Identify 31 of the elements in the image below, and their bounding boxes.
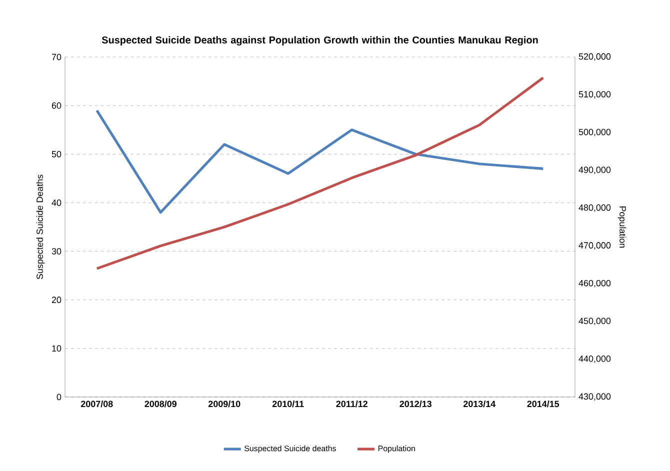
y2-tick-label: 440,000 bbox=[578, 356, 611, 363]
chart-title: Suspected Suicide Deaths against Population Growth within the Counties Manukau Region bbox=[102, 36, 538, 46]
y2-tick-label: 490,000 bbox=[578, 166, 611, 174]
y-tick-label: 70 bbox=[52, 54, 62, 60]
y-tick-label: 10 bbox=[52, 345, 62, 352]
y-axis-title: Suspected Suicide Deaths bbox=[36, 174, 45, 280]
y-tick-label: 40 bbox=[52, 200, 62, 206]
y-tick-label: 50 bbox=[52, 150, 62, 158]
x-tick-label: 2011/12 bbox=[336, 400, 368, 408]
y2-tick-label: 460,000 bbox=[578, 280, 611, 288]
y2-tick-label: 470,000 bbox=[578, 242, 611, 250]
x-tick-label: 2009/10 bbox=[208, 400, 240, 408]
line-series bbox=[96, 109, 544, 214]
y2-tick-label: 510,000 bbox=[578, 91, 611, 98]
y-tick-label: 0 bbox=[56, 394, 62, 400]
x-tick-label: 2012/13 bbox=[400, 400, 432, 408]
x-tick-label: 2007/08 bbox=[80, 400, 113, 408]
x-tick-label: 2014/15 bbox=[527, 400, 560, 408]
y2-tick-label: 480,000 bbox=[578, 204, 611, 212]
x-tick-label: 2013/14 bbox=[463, 400, 496, 408]
y-tick-label: 30 bbox=[52, 248, 62, 254]
y2-tick-label: 450,000 bbox=[578, 318, 611, 326]
y2-tick-label: 500,000 bbox=[578, 128, 611, 136]
y-tick-label: 60 bbox=[52, 102, 62, 109]
x-tick-label: 2010/11 bbox=[272, 400, 304, 408]
x-tick-label: 2008/09 bbox=[144, 400, 176, 408]
y2-axis-title: Population bbox=[618, 206, 626, 248]
y-tick-label: 20 bbox=[52, 296, 62, 304]
line-series bbox=[96, 76, 544, 270]
y2-tick-label: 520,000 bbox=[578, 53, 611, 61]
y2-tick-label: 430,000 bbox=[578, 393, 611, 401]
